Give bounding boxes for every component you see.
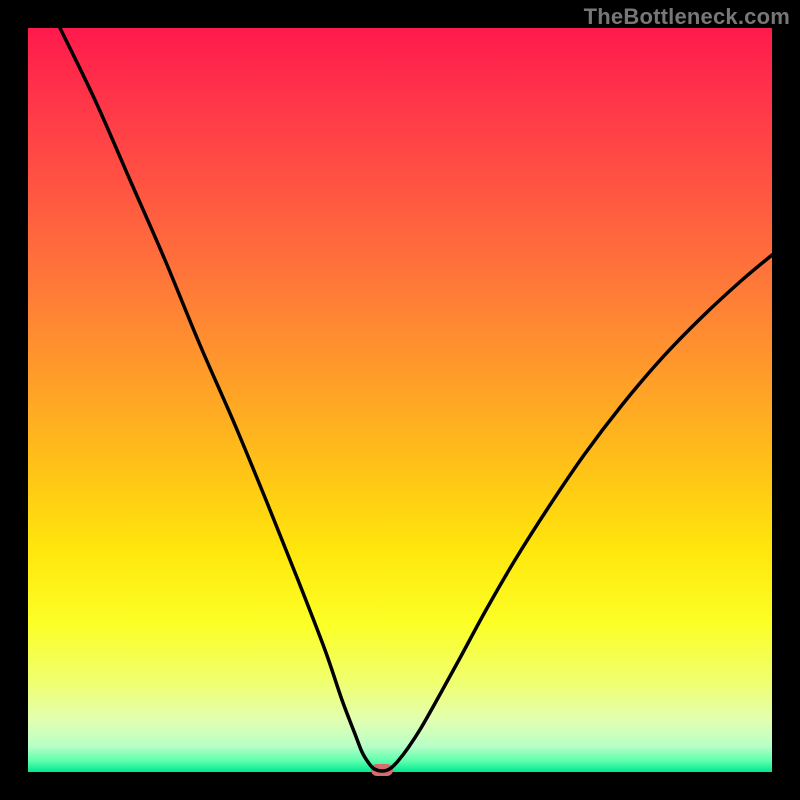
plot-background [28, 28, 772, 772]
watermark-text: TheBottleneck.com [584, 4, 790, 30]
chart-container: { "watermark": { "text": "TheBottleneck.… [0, 0, 800, 800]
bottleneck-chart [0, 0, 800, 800]
